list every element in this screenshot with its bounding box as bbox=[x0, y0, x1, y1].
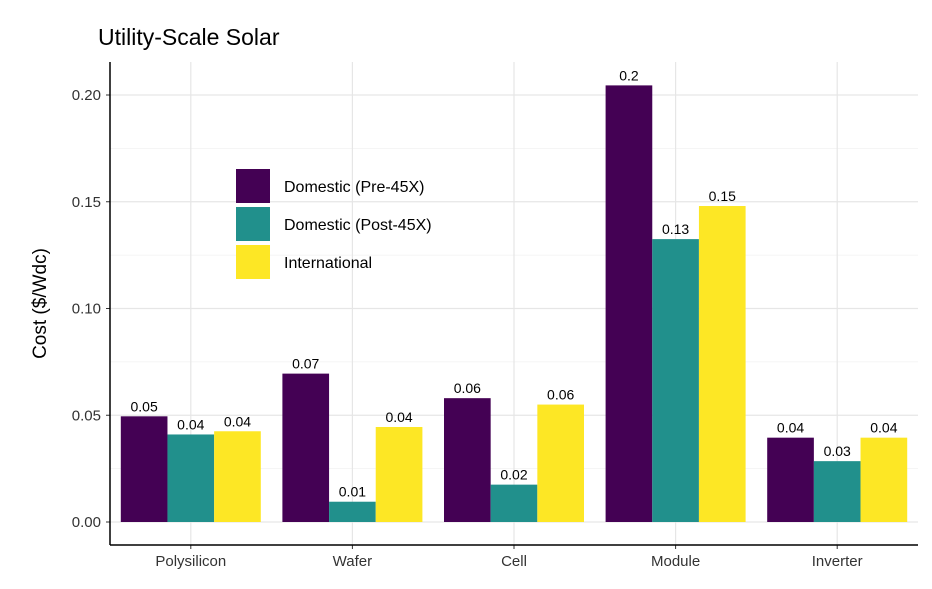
bar bbox=[813, 461, 861, 522]
y-tick-label: 0.05 bbox=[72, 407, 101, 424]
axes: Polysilicon Wafer Cell Module Inverter 0.00 0.… bbox=[72, 62, 918, 570]
data-label: 0.06 bbox=[547, 387, 574, 403]
bar bbox=[698, 206, 746, 522]
data-label: 0.06 bbox=[454, 380, 481, 396]
data-label: 0.04 bbox=[224, 413, 251, 429]
bar bbox=[167, 434, 215, 522]
data-label: 0.04 bbox=[777, 420, 804, 436]
y-axis-label: Cost ($/Wdc) bbox=[30, 248, 51, 359]
legend-label: Domestic (Post-45X) bbox=[284, 217, 432, 234]
bar bbox=[329, 501, 376, 522]
legend: Domestic (Pre-45X) Domestic (Post-45X) Int… bbox=[236, 169, 432, 279]
legend-key bbox=[236, 207, 270, 241]
legend-label: International bbox=[284, 255, 372, 272]
bar bbox=[444, 398, 491, 522]
y-tick-label: 0.15 bbox=[72, 194, 101, 211]
data-label: 0.13 bbox=[662, 221, 689, 237]
legend-key bbox=[236, 169, 270, 203]
x-tick-label: Cell bbox=[501, 553, 527, 570]
data-label: 0.02 bbox=[500, 467, 527, 483]
data-label: 0.04 bbox=[385, 409, 412, 425]
data-label: 0.15 bbox=[709, 188, 736, 204]
data-label: 0.01 bbox=[339, 484, 366, 500]
bar bbox=[282, 373, 330, 522]
bar bbox=[605, 85, 653, 522]
y-tick-label: 0.10 bbox=[72, 301, 101, 318]
data-label: 0.07 bbox=[292, 356, 319, 372]
data-labels: 0.05 0.04 0.04 0.07 0.01 0.04 0.06 0.02 0.06 0.2 0… bbox=[131, 67, 898, 499]
legend-key bbox=[236, 245, 270, 279]
bar bbox=[120, 416, 168, 522]
y-tick-label: 0.00 bbox=[72, 514, 101, 531]
y-tick-label: 0.20 bbox=[72, 87, 101, 104]
data-label: 0.04 bbox=[177, 416, 204, 432]
data-label: 0.05 bbox=[131, 398, 158, 414]
bar bbox=[490, 484, 538, 522]
bar bbox=[652, 239, 699, 523]
x-tick-label: Wafer bbox=[333, 553, 372, 570]
bar bbox=[214, 431, 261, 522]
bar bbox=[767, 437, 814, 522]
data-label: 0.2 bbox=[619, 67, 639, 83]
bar bbox=[860, 437, 908, 522]
data-label: 0.04 bbox=[870, 420, 897, 436]
bars bbox=[120, 85, 908, 523]
x-tick-label: Module bbox=[651, 553, 700, 570]
data-label: 0.03 bbox=[824, 443, 851, 459]
bar bbox=[375, 426, 423, 522]
chart-title: Utility-Scale Solar bbox=[98, 24, 280, 50]
x-tick-label: Polysilicon bbox=[155, 553, 226, 570]
bar bbox=[537, 404, 584, 522]
legend-label: Domestic (Pre-45X) bbox=[284, 179, 424, 196]
x-tick-label: Inverter bbox=[812, 553, 863, 570]
